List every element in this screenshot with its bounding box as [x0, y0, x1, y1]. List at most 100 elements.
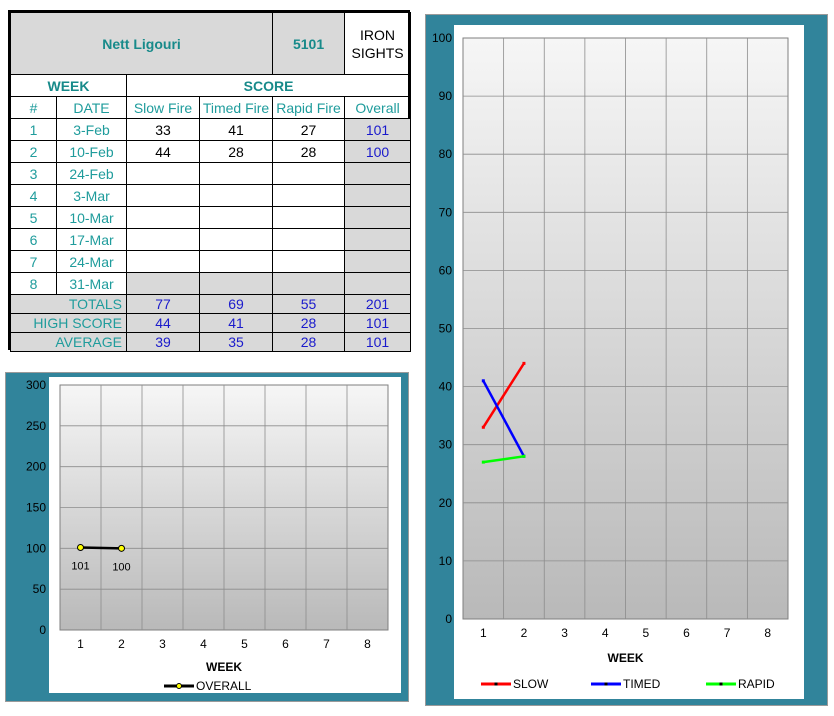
data-point	[481, 379, 485, 383]
week-group-header: WEEK	[10, 74, 127, 97]
legend-marker	[604, 682, 608, 686]
fire-type-chart-svg: 0 10 20 30 40 50 60 70 80 90 100 1 2 3 4 5 6 7 8 WEEK SLOW TI…	[432, 25, 804, 699]
col-header-rapid: Rapid Fire	[272, 96, 346, 119]
summary-rapid: 28	[272, 313, 346, 333]
rapid-fire-score	[272, 184, 346, 207]
x-axis-title: WEEK	[206, 660, 242, 674]
table-row: 5 10-Mar	[10, 206, 412, 229]
summary-slow: 39	[126, 332, 200, 352]
week-number: 6	[10, 228, 57, 251]
col-header-number: #	[10, 96, 57, 119]
summary-row: AVERAGE 39 35 28 101	[10, 332, 412, 352]
slow-fire-score	[126, 184, 200, 207]
legend-label: SLOW	[513, 677, 549, 691]
fire-type-chart: 0 10 20 30 40 50 60 70 80 90 100 1 2 3 4 5 6 7 8 WEEK SLOW TI…	[425, 14, 828, 706]
header-row: Nett Ligouri 5101 IRON SIGHTS	[9, 12, 412, 75]
week-date: 24-Feb	[56, 162, 127, 185]
summary-timed: 35	[198, 332, 274, 352]
data-point	[481, 425, 485, 429]
summary-label: AVERAGE	[10, 332, 127, 352]
series-line-overall	[80, 546, 122, 550]
series-line-timed	[482, 380, 526, 457]
week-date: 3-Mar	[56, 184, 127, 207]
rapid-fire-score: 28	[272, 140, 346, 163]
week-date: 3-Feb	[56, 118, 127, 141]
series-line-rapid	[483, 455, 525, 464]
y-tick-label: 60	[439, 263, 453, 277]
timed-fire-score	[198, 272, 274, 295]
y-tick-label: 200	[26, 460, 46, 474]
x-tick-label: 3	[561, 626, 568, 640]
summary-slow: 77	[126, 294, 200, 314]
data-point	[118, 544, 125, 552]
x-tick-label: 4	[200, 637, 207, 651]
category-label: IRON SIGHTS	[344, 12, 412, 75]
shooter-name: Nett Ligouri	[9, 12, 274, 75]
x-tick-label: 8	[764, 626, 771, 640]
y-tick-label: 150	[26, 501, 46, 515]
y-tick-label: 0	[445, 612, 452, 626]
y-tick-label: 100	[432, 31, 452, 45]
summary-rapid: 28	[272, 332, 346, 352]
timed-fire-score	[198, 228, 274, 251]
rapid-fire-score	[272, 250, 346, 273]
x-tick-label: 5	[642, 626, 649, 640]
x-tick-label: 4	[602, 626, 609, 640]
y-tick-label: 20	[439, 496, 453, 510]
rapid-fire-score	[272, 206, 346, 229]
legend-marker	[494, 682, 498, 686]
week-number: 8	[10, 272, 57, 295]
overall-score	[344, 162, 412, 185]
table-row: 4 3-Mar	[10, 184, 412, 207]
timed-fire-score: 28	[198, 140, 274, 163]
summary-overall: 201	[344, 294, 412, 314]
summary-label: TOTALS	[10, 294, 127, 314]
table-row: 1 3-Feb 33 41 27 101	[10, 118, 412, 141]
summary-slow: 44	[126, 313, 200, 333]
summary-row: HIGH SCORE 44 41 28 101	[10, 313, 412, 333]
shooter-number: 5101	[272, 12, 346, 75]
overall-score	[344, 206, 412, 229]
col-header-date: DATE	[56, 96, 127, 119]
data-point	[522, 361, 526, 365]
x-axis-title: WEEK	[608, 651, 644, 665]
data-label: 100	[112, 561, 130, 573]
timed-fire-score: 41	[198, 118, 274, 141]
slow-fire-score	[126, 228, 200, 251]
rapid-fire-score	[272, 272, 346, 295]
summary-overall: 101	[344, 332, 412, 352]
summary-overall: 101	[344, 313, 412, 333]
legend-label: TIMED	[623, 677, 661, 691]
y-tick-label: 40	[439, 380, 453, 394]
timed-fire-score	[198, 250, 274, 273]
score-table: Nett Ligouri 5101 IRON SIGHTS WEEK SCORE …	[8, 10, 412, 352]
table-row: 8 31-Mar	[10, 272, 412, 295]
slow-fire-score: 44	[126, 140, 200, 163]
week-number: 2	[10, 140, 57, 163]
timed-fire-score	[198, 184, 274, 207]
legend-label: RAPID	[738, 677, 775, 691]
table-row: 7 24-Mar	[10, 250, 412, 273]
legend-label: OVERALL	[196, 679, 252, 693]
x-tick-label: 6	[282, 637, 289, 651]
week-date: 17-Mar	[56, 228, 127, 251]
y-tick-label: 80	[439, 147, 453, 161]
data-point	[77, 544, 84, 552]
table-row: 6 17-Mar	[10, 228, 412, 251]
summary-label: HIGH SCORE	[10, 313, 127, 333]
week-number: 1	[10, 118, 57, 141]
rapid-fire-score: 27	[272, 118, 346, 141]
x-tick-label: 7	[724, 626, 731, 640]
y-tick-label: 10	[439, 554, 453, 568]
series-line-slow	[482, 362, 525, 428]
week-number: 5	[10, 206, 57, 229]
x-tick-label: 2	[118, 637, 125, 651]
x-tick-label: 1	[480, 626, 487, 640]
overall-score: 101	[344, 118, 412, 141]
slow-fire-score: 33	[126, 118, 200, 141]
y-tick-label: 0	[39, 623, 46, 637]
overall-score: 100	[344, 140, 412, 163]
group-header-row: WEEK SCORE	[10, 74, 412, 97]
overall-score	[344, 184, 412, 207]
overall-score	[344, 228, 412, 251]
